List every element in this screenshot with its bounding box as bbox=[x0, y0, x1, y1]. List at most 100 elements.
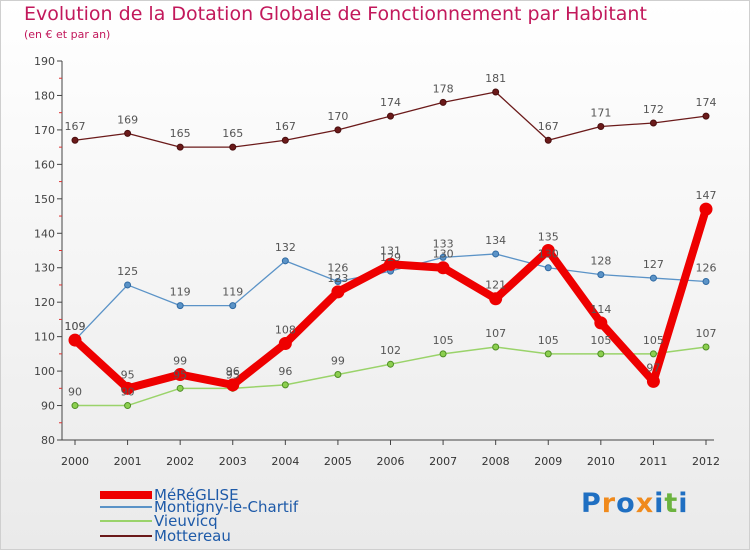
data-point-m-r-glise bbox=[173, 368, 187, 382]
legend-swatch-mottereau bbox=[100, 535, 152, 537]
data-label-montigny-le-chartif: 127 bbox=[643, 258, 664, 271]
x-tick-label: 2008 bbox=[482, 455, 510, 468]
x-tick-label: 2000 bbox=[61, 455, 89, 468]
data-point-montigny-le-chartif bbox=[176, 302, 184, 310]
logo-letter: i bbox=[678, 488, 689, 519]
logo-letter: P bbox=[581, 488, 602, 519]
data-point-montigny-le-chartif bbox=[544, 264, 552, 272]
data-label-montigny-le-chartif: 109 bbox=[65, 320, 86, 333]
x-tick-label: 2004 bbox=[271, 455, 299, 468]
legend-label-mottereau: Mottereau bbox=[154, 527, 231, 545]
data-label-mottereau: 169 bbox=[117, 113, 138, 126]
data-label-montigny-le-chartif: 126 bbox=[696, 262, 717, 275]
x-tick-label: 2006 bbox=[377, 455, 405, 468]
data-point-mottereau bbox=[229, 143, 237, 151]
data-label-montigny-le-chartif: 134 bbox=[485, 234, 506, 247]
legend-label-mereglise: MéRéGLISE bbox=[154, 486, 239, 504]
x-tick-label: 2001 bbox=[114, 455, 142, 468]
data-label-vieuvicq: 90 bbox=[121, 386, 135, 399]
data-label-m-r-glise: 96 bbox=[226, 365, 240, 378]
data-label-vieuvicq: 90 bbox=[68, 386, 82, 399]
data-point-vieuvicq bbox=[492, 343, 500, 351]
data-point-mottereau bbox=[544, 136, 552, 144]
legend-label-vieuvicq: Vieuvicq bbox=[154, 512, 218, 530]
data-label-m-r-glise: 97 bbox=[646, 361, 660, 374]
data-label-montigny-le-chartif: 133 bbox=[433, 237, 454, 250]
data-point-m-r-glise bbox=[121, 381, 135, 395]
data-point-mottereau bbox=[334, 126, 342, 134]
data-point-mottereau bbox=[649, 119, 657, 127]
data-point-montigny-le-chartif bbox=[492, 250, 500, 258]
data-point-montigny-le-chartif bbox=[334, 278, 342, 286]
data-point-montigny-le-chartif bbox=[439, 253, 447, 261]
data-label-mottereau: 181 bbox=[485, 72, 506, 85]
data-point-montigny-le-chartif bbox=[281, 257, 289, 265]
legend-item-montigny: Montigny-le-Chartif bbox=[100, 498, 298, 516]
data-point-m-r-glise bbox=[594, 316, 608, 330]
y-tick-label: 170 bbox=[34, 124, 55, 137]
data-point-vieuvicq bbox=[597, 350, 605, 358]
data-label-montigny-le-chartif: 119 bbox=[222, 286, 243, 299]
data-label-montigny-le-chartif: 126 bbox=[327, 262, 348, 275]
y-tick-label: 130 bbox=[34, 262, 55, 275]
logo-letter: r bbox=[601, 488, 617, 519]
data-point-mottereau bbox=[281, 136, 289, 144]
data-point-m-r-glise bbox=[68, 333, 82, 347]
data-label-m-r-glise: 130 bbox=[433, 248, 454, 261]
data-point-mottereau bbox=[176, 143, 184, 151]
data-label-vieuvicq: 107 bbox=[696, 327, 717, 340]
data-point-mottereau bbox=[387, 112, 394, 120]
data-label-vieuvicq: 95 bbox=[226, 368, 240, 381]
data-point-mottereau bbox=[702, 112, 710, 120]
x-tick-label: 2012 bbox=[692, 455, 720, 468]
data-label-m-r-glise: 123 bbox=[327, 272, 348, 285]
series-lines bbox=[68, 88, 713, 410]
y-tick-label: 110 bbox=[34, 331, 55, 344]
data-point-mottereau bbox=[439, 98, 447, 106]
data-label-m-r-glise: 131 bbox=[380, 244, 401, 257]
y-tick-label: 80 bbox=[41, 434, 55, 447]
y-tick-label: 100 bbox=[34, 365, 55, 378]
data-label-mottereau: 165 bbox=[170, 127, 191, 140]
legend-swatch-vieuvicq bbox=[100, 520, 152, 522]
data-label-montigny-le-chartif: 128 bbox=[590, 255, 611, 268]
x-tick-label: 2005 bbox=[324, 455, 352, 468]
data-point-mottereau bbox=[124, 129, 132, 137]
data-point-m-r-glise bbox=[384, 257, 397, 271]
data-point-m-r-glise bbox=[226, 378, 240, 392]
data-point-vieuvicq bbox=[124, 402, 132, 410]
data-label-mottereau: 167 bbox=[538, 120, 559, 133]
data-label-m-r-glise: 121 bbox=[485, 279, 506, 292]
data-point-m-r-glise bbox=[699, 202, 713, 216]
data-label-vieuvicq: 105 bbox=[590, 334, 611, 347]
data-labels: 167 169 165 165 167 170 174 178 181 167 171 172 174 9… bbox=[65, 72, 717, 399]
data-label-vieuvicq: 99 bbox=[331, 355, 345, 368]
data-point-vieuvicq bbox=[387, 360, 394, 368]
chart-subtitle: (en € et par an) bbox=[24, 28, 111, 41]
data-label-montigny-le-chartif: 132 bbox=[275, 241, 296, 254]
data-label-vieuvicq: 102 bbox=[380, 344, 401, 357]
axes: 80 90 100 110 120 130 140 150 160 170 180 190 2000 20… bbox=[34, 55, 720, 468]
data-point-montigny-le-chartif bbox=[229, 302, 237, 310]
x-tick-label: 2011 bbox=[639, 455, 667, 468]
proxiti-logo: Proxiti bbox=[581, 488, 689, 519]
data-label-m-r-glise: 95 bbox=[121, 368, 135, 381]
y-tick-label: 150 bbox=[34, 193, 55, 206]
data-label-mottereau: 167 bbox=[275, 120, 296, 133]
data-label-mottereau: 167 bbox=[65, 120, 86, 133]
data-point-vieuvicq bbox=[649, 350, 657, 358]
data-point-m-r-glise bbox=[646, 374, 660, 388]
data-point-vieuvicq bbox=[334, 371, 342, 379]
y-tick-label: 180 bbox=[34, 89, 55, 102]
x-tick-label: 2003 bbox=[219, 455, 247, 468]
x-tick-label: 2007 bbox=[429, 455, 457, 468]
data-point-vieuvicq bbox=[176, 384, 184, 392]
data-label-mottereau: 172 bbox=[643, 103, 664, 116]
y-tick-label: 160 bbox=[34, 158, 55, 171]
data-label-mottereau: 174 bbox=[380, 96, 401, 109]
data-label-montigny-le-chartif: 125 bbox=[117, 265, 138, 278]
data-label-mottereau: 170 bbox=[327, 110, 348, 123]
y-tick-label: 140 bbox=[34, 227, 55, 240]
data-label-m-r-glise: 147 bbox=[696, 189, 717, 202]
